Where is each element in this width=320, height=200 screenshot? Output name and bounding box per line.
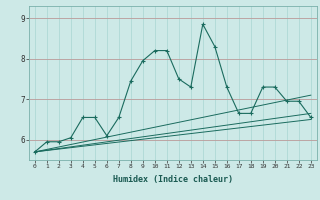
X-axis label: Humidex (Indice chaleur): Humidex (Indice chaleur) bbox=[113, 175, 233, 184]
